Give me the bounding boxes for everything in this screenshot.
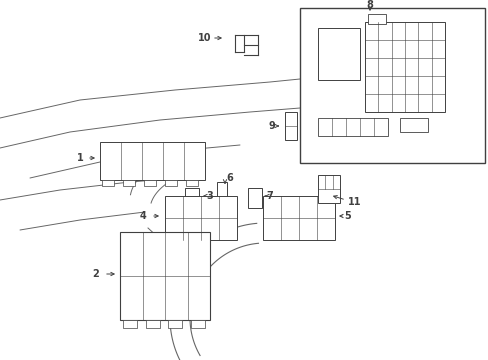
Bar [299,8,484,163]
Bar [399,118,427,132]
Bar [102,180,114,186]
Text: 2: 2 [92,269,99,279]
Text: 8: 8 [366,0,373,10]
Bar [164,196,237,240]
Bar [190,320,204,328]
Bar [317,118,387,136]
Text: 11: 11 [347,197,361,207]
Bar [168,320,182,328]
Text: 10: 10 [198,33,211,43]
Bar [185,180,198,186]
Bar [317,28,359,80]
Bar [364,22,444,112]
Text: 7: 7 [266,191,273,201]
Text: 4: 4 [140,211,146,221]
Bar [317,175,339,203]
Bar [285,112,296,140]
Bar [367,14,385,24]
Bar [143,180,156,186]
Text: 5: 5 [344,211,351,221]
Bar [145,320,159,328]
Bar [100,142,204,180]
Bar [164,180,177,186]
Bar [184,188,199,208]
Bar [247,188,262,208]
Bar [123,320,137,328]
Text: 3: 3 [206,191,213,201]
Bar [123,180,135,186]
Bar [120,232,209,320]
Bar [263,196,334,240]
Text: 6: 6 [226,173,233,183]
Text: 9: 9 [268,121,275,131]
Bar [217,182,226,220]
Text: 1: 1 [77,153,83,163]
